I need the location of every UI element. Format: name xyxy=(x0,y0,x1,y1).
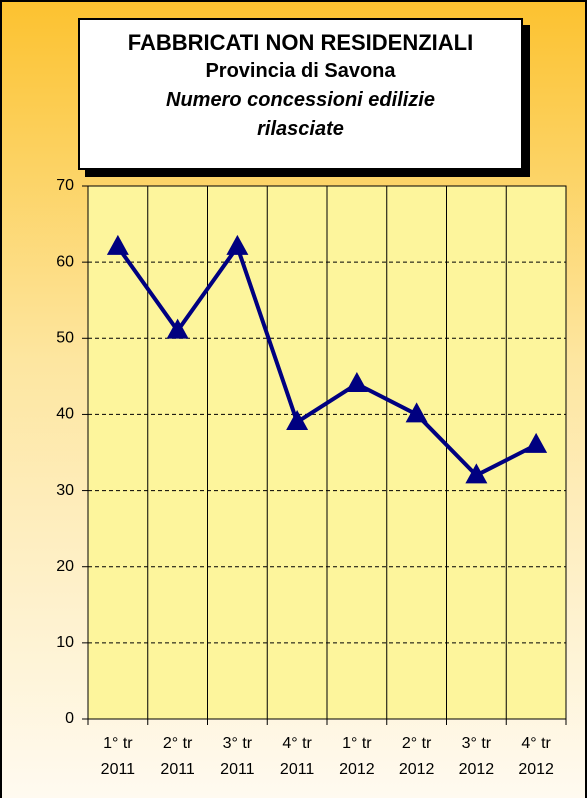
marker xyxy=(106,234,129,255)
y-tick-label: 50 xyxy=(56,330,74,347)
chart-description: Numero concessioni edilizie rilasciate xyxy=(166,89,435,140)
marker xyxy=(405,402,428,423)
y-tick-label: 0 xyxy=(65,710,74,727)
x-tick-label: 3° tr 2012 xyxy=(458,735,495,778)
y-tick-label: 40 xyxy=(56,406,74,423)
x-tick-label: 1° tr 2012 xyxy=(339,735,375,778)
y-tick-label: 20 xyxy=(56,558,74,575)
marker xyxy=(345,371,368,392)
y-tick-label: 10 xyxy=(56,634,74,651)
line xyxy=(116,244,538,478)
chart-title: FABBRICATI NON RESIDENZIALI xyxy=(127,30,474,55)
marker xyxy=(166,318,189,339)
chart-subtitle: Provincia di Savona xyxy=(205,60,396,82)
marker xyxy=(525,432,548,453)
y-tick-label: 60 xyxy=(56,253,74,270)
title-box: FABBRICATI NON RESIDENZIALI Provincia di… xyxy=(78,18,523,170)
x-tick-label: 2° tr 2012 xyxy=(398,735,435,778)
marker xyxy=(465,463,488,484)
x-tick-label: 4° tr 2012 xyxy=(518,735,554,778)
y-tick-label: 70 xyxy=(56,177,74,194)
x-tick-label: 1° tr 2011 xyxy=(100,735,136,778)
x-tick-label: 2° tr 2011 xyxy=(160,735,195,778)
marker xyxy=(286,410,309,431)
x-tick-label: 4° tr 2011 xyxy=(279,735,315,778)
y-tick-label: 30 xyxy=(56,482,74,499)
marker xyxy=(226,234,249,255)
x-tick-label: 3° tr 2011 xyxy=(220,735,255,778)
